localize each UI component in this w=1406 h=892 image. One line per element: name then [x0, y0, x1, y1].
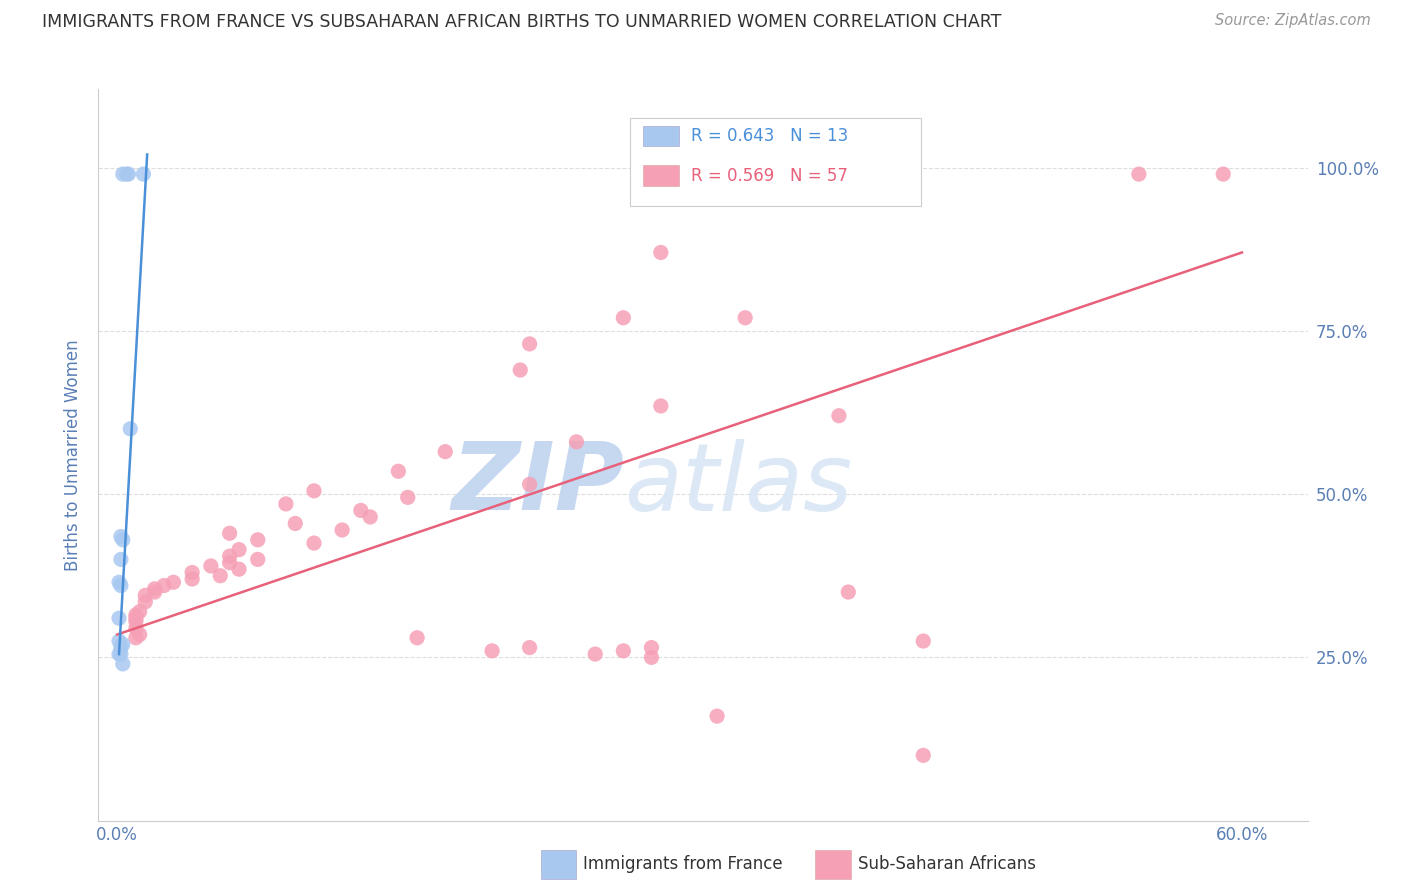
Text: IMMIGRANTS FROM FRANCE VS SUBSAHARAN AFRICAN BIRTHS TO UNMARRIED WOMEN CORRELATI: IMMIGRANTS FROM FRANCE VS SUBSAHARAN AFR… [42, 13, 1001, 31]
Point [120, 422, 142, 436]
Point [111, 533, 134, 547]
Point [132, 167, 155, 181]
Point [134, 595, 156, 609]
Point [125, 615, 148, 629]
Point [434, 444, 457, 458]
Point [330, 523, 353, 537]
Text: Source: ZipAtlas.com: Source: ZipAtlas.com [1215, 13, 1371, 29]
Bar [643, 165, 679, 186]
Point [110, 530, 132, 544]
Point [828, 409, 851, 423]
Point [912, 748, 935, 763]
Text: R = 0.643   N = 13: R = 0.643 N = 13 [690, 127, 848, 145]
Point [108, 575, 131, 590]
Point [153, 578, 176, 592]
Point [302, 483, 325, 498]
Point [284, 516, 307, 531]
Point [117, 167, 139, 181]
Point [519, 640, 541, 655]
Point [110, 640, 132, 655]
Point [481, 644, 503, 658]
Point [128, 605, 150, 619]
Point [209, 568, 232, 582]
Point [125, 607, 148, 622]
Bar [643, 126, 679, 146]
Point [359, 510, 381, 524]
Point [640, 650, 662, 665]
Point [1212, 167, 1234, 181]
Point [583, 647, 606, 661]
Point [108, 634, 131, 648]
Point [274, 497, 297, 511]
Point [125, 621, 148, 635]
Point [110, 647, 132, 661]
Point [110, 578, 132, 592]
Point [1128, 167, 1150, 181]
Point [218, 526, 240, 541]
Point [162, 575, 184, 590]
Point [612, 310, 634, 325]
Point [115, 167, 138, 181]
Point [111, 167, 134, 181]
Point [111, 657, 134, 671]
Point [387, 464, 409, 478]
Point [108, 611, 131, 625]
Point [134, 588, 156, 602]
Point [143, 585, 166, 599]
Point [406, 631, 429, 645]
Point [200, 558, 222, 573]
Point [837, 585, 859, 599]
Text: Immigrants from France: Immigrants from France [583, 855, 783, 873]
Point [640, 640, 662, 655]
Text: atlas: atlas [624, 439, 852, 530]
Point [396, 491, 419, 505]
Point [110, 552, 132, 566]
Point [706, 709, 728, 723]
Point [143, 582, 166, 596]
Point [125, 611, 148, 625]
Text: ZIP: ZIP [451, 438, 624, 530]
Point [350, 503, 373, 517]
Point [565, 434, 588, 449]
Point [228, 542, 250, 557]
Point [912, 634, 935, 648]
Point [181, 566, 204, 580]
Point [302, 536, 325, 550]
Point [218, 556, 240, 570]
Point [246, 533, 269, 547]
Point [509, 363, 531, 377]
Text: Sub-Saharan Africans: Sub-Saharan Africans [858, 855, 1036, 873]
Point [650, 245, 672, 260]
Text: R = 0.569   N = 57: R = 0.569 N = 57 [690, 167, 848, 185]
Point [111, 637, 134, 651]
Point [519, 477, 541, 491]
Y-axis label: Births to Unmarried Women: Births to Unmarried Women [65, 339, 83, 571]
Point [125, 631, 148, 645]
Point [734, 310, 756, 325]
Point [650, 399, 672, 413]
FancyBboxPatch shape [630, 119, 921, 206]
Point [246, 552, 269, 566]
Point [228, 562, 250, 576]
Point [181, 572, 204, 586]
Point [128, 627, 150, 641]
Point [519, 337, 541, 351]
Point [108, 647, 131, 661]
Point [612, 644, 634, 658]
Point [218, 549, 240, 563]
